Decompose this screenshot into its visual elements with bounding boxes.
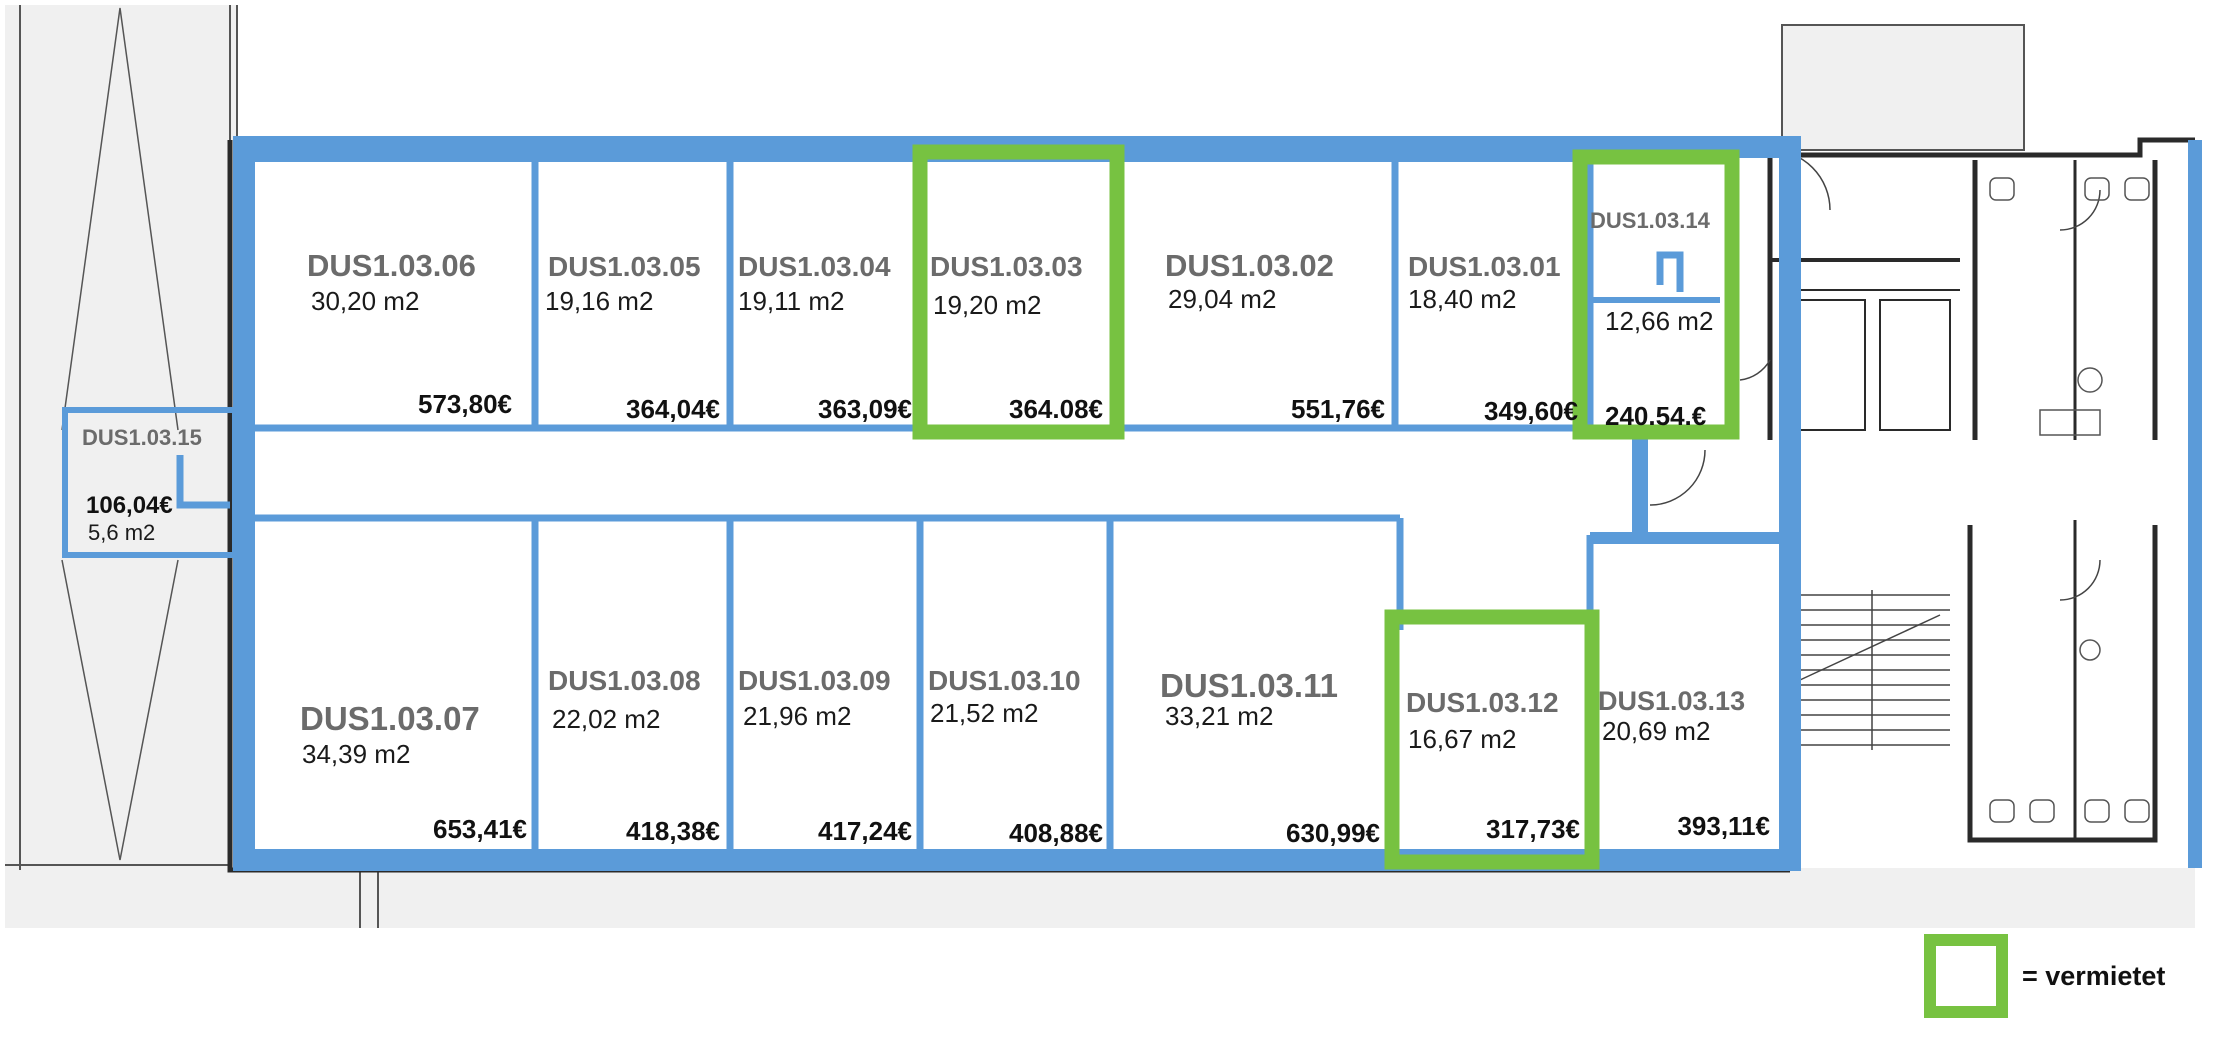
roof-outline [61,559,179,861]
room-area: 20,69 m2 [1602,716,1710,746]
room-price: 653,41€ [433,814,527,844]
room-price: 363,09€ [818,394,912,424]
room-id: DUS1.03.14 [1590,208,1711,233]
room-area: 19,11 m2 [738,286,844,316]
room-price: 317,73€ [1486,814,1580,844]
roof-outline [61,7,179,431]
room-dus1-03-15: DUS1.03.15 106,04€ 5,6 m2 [82,425,202,545]
room-dus1-03-04: DUS1.03.04 19,11 m2 363,09€ [738,251,912,424]
room-area: 19,16 m2 [545,286,653,316]
room-labels: DUS1.03.06 30,20 m2 573,80€ DUS1.03.05 1… [82,208,1770,848]
room-area: 19,20 m2 [933,290,1041,320]
room-price: 630,99€ [1286,818,1380,848]
room-area: 21,96 m2 [743,701,851,731]
room-dus1-03-14: DUS1.03.14 12,66 m2 240.54.€ [1590,208,1713,431]
room-id: DUS1.03.02 [1165,248,1334,283]
rented-outline-dus1-03-03 [912,144,1125,440]
room-price: 417,24€ [818,816,912,846]
rented-highlights [912,144,1740,870]
room-id: DUS1.03.01 [1408,251,1561,282]
room-dus1-03-05: DUS1.03.05 19,16 m2 364,04€ [545,251,720,424]
room-area: 34,39 m2 [302,739,410,769]
room-area: 29,04 m2 [1168,284,1276,314]
room-price: 106,04€ [86,492,173,519]
legend: = vermietet [1924,934,2165,1018]
room-price: 393,11€ [1677,811,1770,841]
room-price: 418,38€ [626,816,720,846]
room-price: 408,88€ [1009,818,1103,848]
legend-swatch-rented [1924,934,2008,1018]
bottom-terrace [5,868,2195,928]
room-price: 551,76€ [1291,394,1385,424]
room-dus1-03-11: DUS1.03.11 33,21 m2 630,99€ [1160,667,1380,848]
staircase [1795,590,1950,750]
room-area: 30,20 m2 [311,286,419,316]
room-dus1-03-09: DUS1.03.09 21,96 m2 417,24€ [738,665,912,846]
room-price: 240.54.€ [1605,401,1706,431]
room-id: DUS1.03.13 [1598,686,1745,716]
room-area: 5,6 m2 [88,520,155,545]
room-id: DUS1.03.10 [928,665,1081,696]
rented-outline-dus1-03-14 [1572,149,1740,440]
room-area: 22,02 m2 [552,704,660,734]
room-id: DUS1.03.05 [548,251,701,282]
room-dus1-03-02: DUS1.03.02 29,04 m2 551,76€ [1165,248,1385,424]
toilet-fixtures [1989,177,2150,823]
room-area: 21,52 m2 [930,698,1038,728]
room-id: DUS1.03.03 [930,251,1083,282]
elevator [1879,299,1951,431]
room-id: DUS1.03.04 [738,251,891,282]
balcony-top [1781,24,2025,151]
room-dus1-03-10: DUS1.03.10 21,52 m2 408,88€ [928,665,1103,848]
room-dus1-03-12: DUS1.03.12 16,67 m2 317,73€ [1406,687,1580,844]
room-area: 12,66 m2 [1605,306,1713,336]
room-dus1-03-13: DUS1.03.13 20,69 m2 393,11€ [1598,686,1770,841]
room-area: 18,40 m2 [1408,284,1516,314]
room-price: 364,04€ [626,394,720,424]
room-dus1-03-07: DUS1.03.07 34,39 m2 653,41€ [300,700,527,844]
room-id: DUS1.03.08 [548,665,701,696]
room-area: 33,21 m2 [1165,701,1273,731]
room-id: DUS1.03.15 [82,425,202,450]
core-wall [1967,525,2158,843]
room-id: DUS1.03.07 [300,700,480,737]
rented-outline-dus1-03-12 [1384,609,1600,870]
room-id: DUS1.03.11 [1160,667,1338,704]
elevator [1794,299,1866,431]
room-area: 16,67 m2 [1408,724,1516,754]
room-id: DUS1.03.12 [1406,687,1559,718]
legend-label: = vermietet [2022,961,2165,991]
left-terrace [5,5,237,875]
room-price: 349,60€ [1484,396,1578,426]
room-id: DUS1.03.06 [307,248,476,283]
room-price: 573,80€ [418,389,512,419]
room-id: DUS1.03.09 [738,665,891,696]
room-dus1-03-08: DUS1.03.08 22,02 m2 418,38€ [548,665,720,846]
room-dus1-03-03: DUS1.03.03 19,20 m2 364.08€ [930,251,1103,424]
room-dus1-03-06: DUS1.03.06 30,20 m2 573,80€ [307,248,512,419]
room-price: 364.08€ [1009,394,1103,424]
room-dus1-03-01: DUS1.03.01 18,40 m2 349,60€ [1408,251,1578,426]
